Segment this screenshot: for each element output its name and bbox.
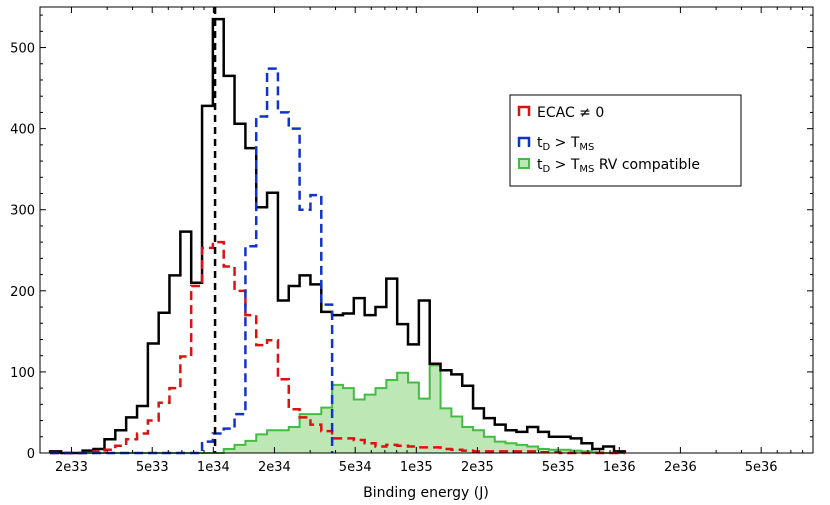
y-tick-label: 400 bbox=[10, 123, 35, 138]
x-tick-label: 2e35 bbox=[461, 460, 494, 475]
x-tick-label: 2e34 bbox=[258, 460, 291, 475]
legend-entry-td: tD > TMS bbox=[517, 135, 594, 153]
series-layer bbox=[48, 17, 627, 455]
legend-label-td: tD > TMS bbox=[537, 135, 594, 153]
plot-frame bbox=[39, 6, 814, 454]
legend-swatch-td bbox=[517, 136, 531, 147]
x-tick-label: 1e36 bbox=[603, 460, 636, 475]
x-tick-label: 2e33 bbox=[55, 460, 88, 475]
x-tick-label: 5e34 bbox=[339, 460, 372, 475]
series-total-line bbox=[48, 17, 627, 455]
y-tick-label: 300 bbox=[10, 204, 35, 219]
legend-swatch-rv bbox=[518, 158, 530, 169]
legend-swatch-ecac bbox=[517, 105, 531, 116]
y-tick-label: 500 bbox=[10, 42, 35, 57]
legend-label-ecac: ECAC ≠ 0 bbox=[537, 105, 604, 121]
legend-label-rv: tD > TMS RV compatible bbox=[537, 157, 700, 175]
y-tick-label: 200 bbox=[10, 285, 35, 300]
x-tick-label: 5e36 bbox=[745, 460, 778, 475]
x-tick-label: 5e33 bbox=[136, 460, 169, 475]
y-tick-label: 0 bbox=[27, 447, 35, 462]
x-tick-label: 5e35 bbox=[542, 460, 575, 475]
x-axis-label: Binding energy (J) bbox=[363, 485, 489, 501]
axis-layer: 0 100 200 300 400 500 2e33 5e33 1e34 2e34 5e34 1e35… bbox=[10, 7, 814, 475]
x-tick-label: 1e34 bbox=[197, 460, 230, 475]
x-tick-label: 2e36 bbox=[664, 460, 697, 475]
x-tick-label: 1e35 bbox=[400, 460, 433, 475]
y-tick-label: 100 bbox=[10, 366, 35, 381]
legend: ECAC ≠ 0 tD > TMS tD > TMS RV compatible bbox=[509, 94, 742, 187]
legend-entry-ecac: ECAC ≠ 0 bbox=[517, 105, 604, 121]
legend-box bbox=[509, 94, 742, 187]
series-ecac-line bbox=[50, 240, 625, 455]
legend-entry-rv: tD > TMS RV compatible bbox=[518, 157, 700, 175]
